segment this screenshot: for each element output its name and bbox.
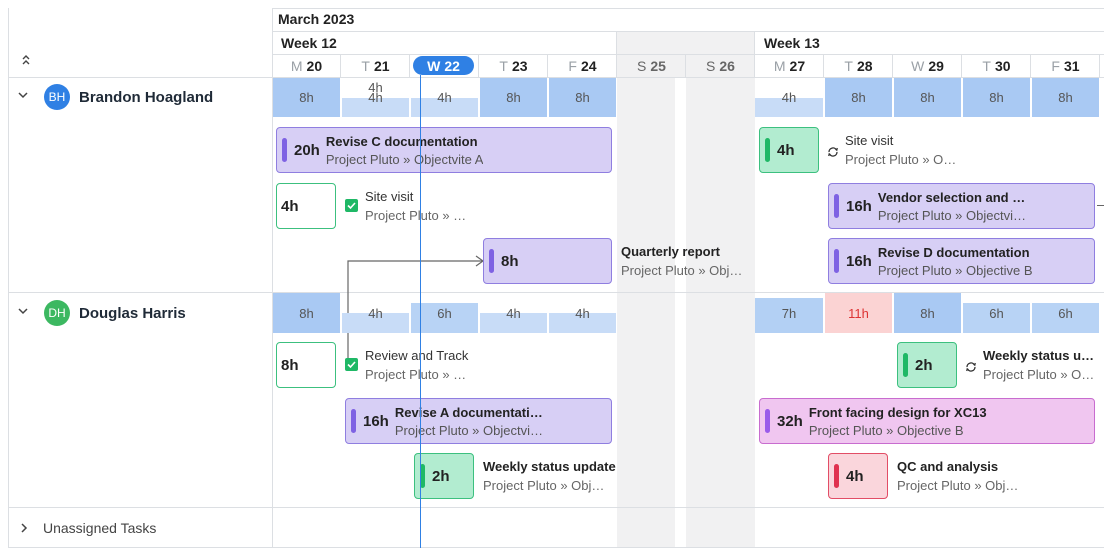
task-title: Vendor selection and contract	[877, 189, 1028, 205]
checkbox-checked-icon[interactable]	[345, 358, 358, 371]
capacity-cell: 8h	[1032, 78, 1099, 117]
capacity-label: 4h	[368, 305, 383, 321]
day-header-weekend: S 26	[706, 58, 735, 74]
capacity-label: 4h	[575, 305, 590, 321]
capacity-cell: 8h	[825, 78, 892, 117]
day-header: W 29	[911, 58, 944, 74]
capacity-cell: 8h	[549, 78, 616, 117]
task-label: Site visit Project Pluto » Objectvite B	[845, 133, 957, 167]
unassigned-tasks-label[interactable]: Unassigned Tasks	[43, 520, 157, 536]
avatar: BH	[44, 84, 70, 110]
task-bar[interactable]: 8h	[276, 342, 336, 388]
task-subtitle: Project Pluto » Objective B	[808, 422, 964, 438]
capacity-label: 7h	[781, 305, 797, 321]
capacity-cell: 8h	[273, 78, 340, 117]
person-name[interactable]: Douglas Harris	[79, 305, 186, 322]
task-label: Weekly status update Project Pluto » Obj…	[983, 348, 1095, 382]
weekend-gap	[675, 78, 686, 548]
task-hours: 4h	[846, 467, 864, 485]
week-label: Week 13	[764, 35, 820, 51]
task-bar[interactable]: 2h	[414, 453, 474, 499]
day-header: T 23	[499, 58, 528, 74]
day-header: T 30	[982, 58, 1011, 74]
chevron-down-icon[interactable]	[18, 305, 28, 319]
task-bar[interactable]: 8h	[483, 238, 612, 284]
capacity-label: 4h	[437, 89, 452, 105]
day-header: M 27	[773, 58, 806, 74]
task-label: Review and Track Project Pluto » Objectv…	[365, 348, 469, 382]
weekend-column	[617, 32, 755, 548]
capacity-cell: 4h	[368, 80, 383, 95]
task-hours: 16h	[846, 252, 872, 270]
task-bar[interactable]: 4h	[759, 127, 819, 173]
capacity-cell-overallocated: 11h	[825, 293, 892, 333]
task-bar[interactable]: 4h	[276, 183, 336, 229]
day-header: T 28	[844, 58, 873, 74]
task-hours: 2h	[432, 467, 450, 485]
task-subtitle: Project Pluto » Objectvite A	[394, 422, 545, 438]
day-header: F 24	[568, 58, 597, 74]
task-hours: 16h	[363, 412, 389, 430]
task-label: QC and analysis Project Pluto » Objectiv…	[897, 459, 1023, 493]
capacity-label: 4h	[368, 89, 383, 105]
capacity-label: 4h	[506, 305, 521, 321]
task-bar[interactable]: 16h Revise A documentation Project Pluto …	[345, 398, 612, 444]
day-header: T 21	[361, 58, 390, 74]
task-hours: 2h	[915, 356, 933, 374]
week-label: Week 12	[281, 35, 337, 51]
recurring-icon	[964, 360, 978, 374]
capacity-label: 4h	[781, 89, 797, 105]
task-bar[interactable]: 2h	[897, 342, 957, 388]
task-bar[interactable]: 16h Vendor selection and contract Project…	[828, 183, 1095, 229]
task-subtitle: Project Pluto » Objectvite B	[877, 207, 1028, 223]
today-line	[420, 75, 421, 548]
capacity-label: 6h	[1058, 305, 1073, 321]
day-header: M 20	[290, 58, 323, 74]
dependency-stub	[1097, 205, 1104, 206]
task-hours: 4h	[777, 141, 795, 159]
task-bar[interactable]: 20h Revise C documentation Project Pluto …	[276, 127, 612, 173]
task-title: Revise D documentation	[877, 244, 1030, 260]
person-name[interactable]: Brandon Hoagland	[79, 89, 214, 106]
task-subtitle: Project Pluto » Objectvite A	[325, 151, 484, 167]
capacity-cell: 8h	[273, 293, 340, 333]
task-subtitle: Project Pluto » Objective B	[877, 262, 1033, 278]
month-label: March 2023	[278, 11, 355, 27]
double-chevron-icon[interactable]	[19, 52, 33, 68]
today-day-header: W 22	[413, 56, 474, 75]
task-hours: 8h	[501, 252, 519, 270]
task-label: Weekly status update Project Pluto » Obj…	[483, 459, 616, 493]
capacity-label: 6h	[437, 305, 452, 321]
day-header: F 31	[1051, 58, 1080, 74]
capacity-cell: 8h	[894, 293, 961, 333]
day-header-weekend: S 25	[637, 58, 666, 74]
task-bar[interactable]: 32h Front facing design for XC13 Project …	[759, 398, 1095, 444]
chevron-down-icon[interactable]	[18, 89, 28, 103]
task-hours: 32h	[777, 412, 803, 430]
recurring-icon	[826, 145, 840, 159]
capacity-cell: 8h	[480, 78, 547, 117]
task-label: Quarterly report Project Pluto » Objecti…	[621, 244, 747, 278]
task-hours: 20h	[294, 141, 320, 159]
capacity-label: 6h	[989, 305, 1004, 321]
avatar: DH	[44, 300, 70, 326]
capacity-cell: 8h	[894, 78, 961, 117]
task-bar[interactable]: 16h Revise D documentation Project Pluto …	[828, 238, 1095, 284]
task-bar[interactable]: 4h	[828, 453, 888, 499]
task-title: Revise C documentation	[325, 133, 478, 149]
task-hours: 16h	[846, 197, 872, 215]
chevron-right-icon[interactable]	[19, 522, 29, 536]
checkbox-checked-icon[interactable]	[345, 199, 358, 212]
task-title: Revise A documentation	[394, 404, 545, 420]
task-label: Site visit Project Pluto » Objectvite A	[365, 189, 469, 223]
capacity-cell: 8h	[963, 78, 1030, 117]
task-title: Front facing design for XC13	[808, 404, 987, 420]
